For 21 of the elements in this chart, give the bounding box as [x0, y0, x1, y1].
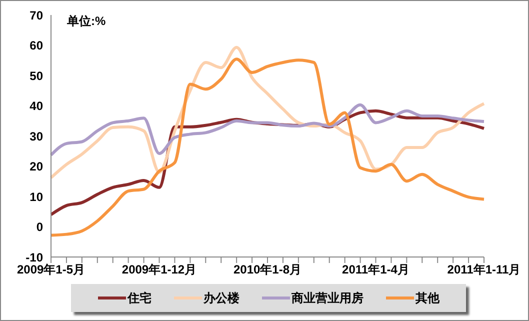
y-tick-label: 70 [30, 8, 44, 22]
line-series [50, 58, 486, 237]
legend-label: 商业营业用房 [292, 290, 364, 306]
x-tick-label: 2009年1-12月 [122, 262, 197, 277]
y-tick-label: 20 [30, 160, 44, 174]
x-tick-label: 2011年1-11月 [447, 262, 521, 277]
legend-label: 办公楼 [204, 290, 240, 306]
y-tick-label: 60 [30, 38, 44, 53]
y-tick-label: 0 [36, 220, 44, 234]
line-series [50, 103, 486, 157]
x-tick-label: 2010年1-8月 [233, 262, 302, 277]
y-tick-label: 50 [30, 68, 44, 83]
y-tick-label: -10 [26, 250, 44, 264]
y-tick-label: 10 [30, 190, 44, 204]
x-tick-label: 2011年1-4月 [342, 262, 410, 277]
legend-label: 住宅 [128, 290, 152, 306]
y-tick-label: 30 [30, 129, 44, 144]
x-tick-label: 2009年1-5月 [16, 262, 86, 277]
y-axis-title: 单位:% [67, 13, 106, 30]
legend-label: 其他 [416, 290, 440, 306]
y-tick-label: 40 [30, 99, 44, 114]
